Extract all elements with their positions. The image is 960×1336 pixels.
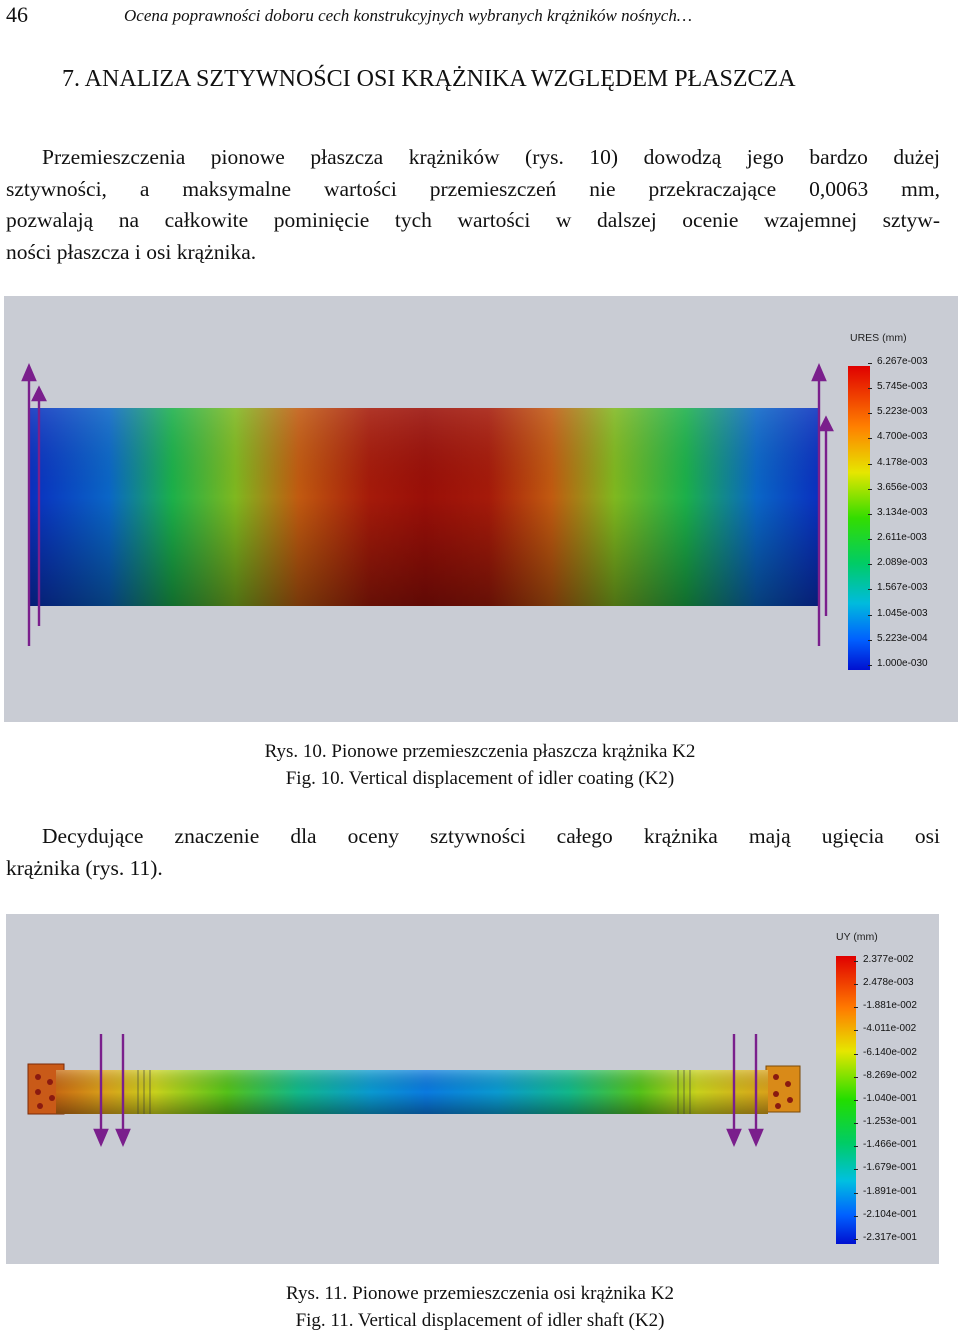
shaft-contour-plot bbox=[27, 956, 856, 1244]
coating-contour-plot bbox=[21, 362, 870, 670]
caption-english: Fig. 11. Vertical displacement of idler … bbox=[295, 1310, 665, 1331]
legend-tick: 1.000e-030 bbox=[868, 658, 928, 669]
legend-tick: 3.134e-003 bbox=[868, 507, 928, 518]
legend-tick: 5.745e-003 bbox=[868, 381, 928, 392]
legend-title: UY (mm) bbox=[836, 931, 878, 943]
paragraph-line: krążnika (rys. 11). bbox=[6, 855, 163, 880]
paragraph-line: ności płaszcza i osi krążnika. bbox=[6, 239, 257, 264]
right-housing bbox=[765, 1065, 801, 1113]
support-arrows bbox=[93, 1034, 764, 1148]
legend-tick: 2.478e-003 bbox=[854, 977, 914, 988]
caption-polish: Rys. 11. Pionowe przemieszczenia osi krą… bbox=[286, 1283, 674, 1304]
legend-tick: -2.104e-001 bbox=[854, 1209, 917, 1220]
legend-tick: 5.223e-004 bbox=[868, 633, 928, 644]
legend-tick: 5.223e-003 bbox=[868, 406, 928, 417]
legend-tick: -4.011e-002 bbox=[853, 1023, 917, 1034]
legend-tick: -2.317e-001 bbox=[854, 1232, 917, 1243]
legend-title: URES (mm) bbox=[850, 332, 907, 344]
coating-shading bbox=[30, 408, 820, 606]
legend-tick: 2.089e-003 bbox=[868, 557, 928, 568]
paragraph-line: pozwalają na całkowite pominięcie tych w… bbox=[6, 208, 940, 232]
legend-tick: 1.045e-003 bbox=[868, 608, 928, 619]
paragraph-line: Przemieszczenia pionowe płaszcza krążnik… bbox=[42, 145, 940, 169]
legend-tick: -1.040e-001 bbox=[854, 1093, 917, 1104]
legend-tick: 1.567e-003 bbox=[868, 582, 928, 593]
load-arrows bbox=[21, 362, 834, 646]
legend-tick: -8.269e-002 bbox=[854, 1070, 917, 1081]
paragraph-line: Decydujące znaczenie dla oceny sztywnośc… bbox=[42, 824, 940, 848]
legend-tick: -1.891e-001 bbox=[854, 1186, 917, 1197]
page-number: 46 bbox=[6, 2, 28, 27]
caption-english: Fig. 10. Vertical displacement of idler … bbox=[285, 768, 675, 789]
legend-tick: 2.611e-003 bbox=[868, 532, 927, 543]
legend-tick: -1.881e-002 bbox=[854, 1000, 917, 1011]
paragraph-1: Przemieszczenia pionowe płaszcza krążnik… bbox=[6, 142, 940, 268]
legend-tick: 4.178e-003 bbox=[868, 457, 928, 468]
legend-tick: 4.700e-003 bbox=[868, 431, 928, 442]
running-title: Ocena poprawności doboru cech konstrukcy… bbox=[124, 6, 692, 25]
figure-coating-displacement: URES (mm) 6.267e-003 5.745e-003 5.223e-0… bbox=[4, 296, 958, 722]
shaft-rings bbox=[137, 1070, 691, 1114]
figure-11-caption: Rys. 11. Pionowe przemieszczenia osi krą… bbox=[0, 1280, 960, 1334]
color-scale-bar bbox=[848, 366, 870, 670]
housing-bolts bbox=[35, 1074, 793, 1109]
color-scale-bar bbox=[836, 956, 856, 1244]
legend-tick: -6.140e-002 bbox=[854, 1047, 917, 1058]
legend-tick: -1.253e-001 bbox=[854, 1116, 917, 1127]
legend-tick: -1.679e-001 bbox=[854, 1162, 917, 1173]
paragraph-line: sztywności, a maksymalne wartości przemi… bbox=[6, 176, 940, 201]
caption-polish: Rys. 10. Pionowe przemieszczenia płaszcz… bbox=[264, 741, 696, 762]
legend-tick: 6.267e-003 bbox=[868, 356, 928, 367]
legend-tick: 3.656e-003 bbox=[868, 482, 928, 493]
figure-10-caption: Rys. 10. Pionowe przemieszczenia płaszcz… bbox=[0, 738, 960, 792]
paragraph-2: Decydujące znaczenie dla oceny sztywnośc… bbox=[6, 821, 940, 884]
legend-tick: 2.377e-002 bbox=[854, 954, 914, 965]
section-title: 7. ANALIZA SZTYWNOŚCI OSI KRĄŻNIKA WZGLĘ… bbox=[62, 66, 796, 92]
legend-tick: -1.466e-001 bbox=[854, 1139, 917, 1150]
shaft-shading bbox=[56, 1070, 768, 1114]
figure-shaft-displacement: UY (mm) 2.377e-002 2.478e-003 -1.881e-00… bbox=[6, 914, 939, 1264]
